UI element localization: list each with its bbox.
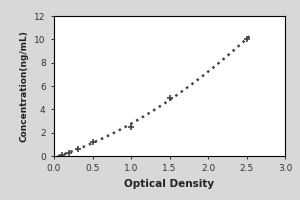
Y-axis label: Concentration(ng/mL): Concentration(ng/mL): [20, 30, 28, 142]
X-axis label: Optical Density: Optical Density: [124, 179, 214, 189]
